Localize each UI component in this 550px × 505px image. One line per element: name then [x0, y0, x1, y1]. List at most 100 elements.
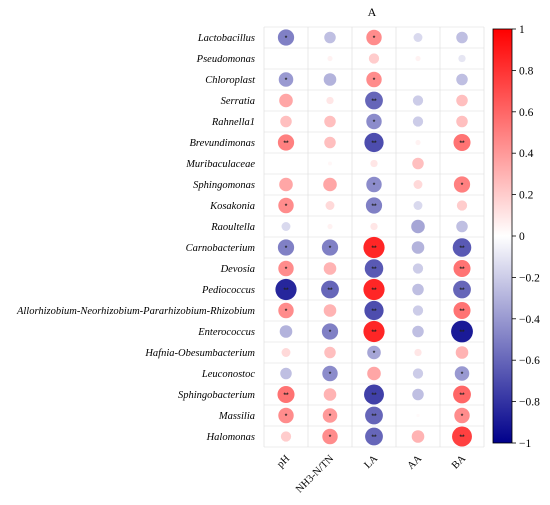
correlation-dot [412, 388, 424, 401]
correlation-dot [278, 197, 294, 214]
correlation-dot [323, 73, 337, 86]
correlation-dot [454, 366, 470, 381]
correlation-dot [364, 300, 384, 321]
significance-mark: * [285, 203, 288, 210]
row-labels: Lactobacillus Pseudomonas Chloroplast Serra… [16, 33, 256, 443]
correlation-dot [364, 384, 384, 405]
correlation-dot [322, 408, 338, 423]
correlation-dot [323, 388, 337, 401]
correlation-dot [278, 407, 294, 424]
significance-mark: * [373, 35, 376, 42]
row-label: Leuconostoc [201, 369, 255, 380]
correlation-dot [416, 413, 420, 418]
colorbar-tick-label: −1 [519, 438, 531, 450]
correlation-dot [415, 139, 421, 146]
correlation-dot [323, 304, 337, 317]
correlation-dot [453, 280, 471, 299]
correlation-dot [412, 305, 424, 316]
correlation-dot [327, 55, 333, 62]
correlation-dot [456, 200, 468, 211]
correlation-dot [324, 136, 336, 149]
significance-mark: ** [371, 392, 377, 399]
correlation-dot [284, 57, 288, 60]
significance-mark: * [461, 371, 464, 378]
column-label: AA [406, 453, 425, 472]
colorbar-tick-label: −0.8 [519, 397, 540, 409]
significance-mark: ** [371, 287, 377, 294]
correlation-dot [412, 157, 424, 170]
correlation-dot [277, 239, 295, 256]
row-label: Pediococcus [201, 285, 255, 296]
significance-mark: ** [459, 434, 465, 441]
significance-mark: ** [459, 245, 465, 252]
significance-mark: * [373, 182, 376, 189]
row-label: Kosakonia [209, 201, 255, 212]
correlation-dot [411, 241, 425, 254]
column-labels: pH NH3-N/TN LA AA BA [275, 453, 468, 495]
chart-title: A [368, 5, 377, 19]
correlation-dot [278, 302, 294, 319]
correlation-dot [323, 177, 337, 192]
correlation-dot [365, 197, 383, 214]
correlation-dot [277, 385, 295, 404]
correlation-dot [275, 278, 297, 301]
correlation-dot [281, 348, 291, 357]
correlation-dot [412, 263, 424, 274]
correlation-dot [279, 177, 293, 192]
correlation-dot [367, 345, 381, 360]
correlation-dot [414, 348, 422, 357]
correlation-dot [365, 91, 383, 110]
colorbar-gradient [492, 28, 513, 444]
correlation-dot [451, 320, 473, 343]
correlation-dot [411, 219, 425, 234]
correlation-dot [325, 201, 335, 210]
significance-mark: * [285, 77, 288, 84]
colorbar-tick-label: 0.8 [519, 65, 534, 77]
colorbar-tick-label: −0.6 [519, 355, 540, 367]
significance-mark: ** [371, 434, 377, 441]
row-label: Massilia [218, 411, 255, 422]
correlation-dot [280, 367, 292, 380]
significance-mark: ** [327, 287, 333, 294]
significance-mark: ** [371, 266, 377, 273]
significance-mark: * [285, 266, 288, 273]
significance-mark: * [373, 350, 376, 357]
correlation-dot [413, 180, 423, 189]
correlation-dot [322, 428, 338, 445]
row-label: Sphingomonas [193, 180, 255, 191]
column-label: NH3-N/TN [294, 453, 336, 495]
correlation-dot [363, 278, 385, 301]
correlation-dot [413, 33, 423, 42]
significance-mark: ** [371, 245, 377, 252]
significance-mark: ** [283, 392, 289, 399]
column-label: BA [450, 453, 468, 471]
significance-mark: ** [371, 308, 377, 315]
correlation-dot [364, 132, 384, 153]
significance-mark: * [461, 413, 464, 420]
significance-mark: ** [459, 329, 465, 336]
correlation-dot [367, 366, 381, 381]
significance-mark: * [285, 35, 288, 42]
correlation-dot [279, 93, 293, 108]
row-label: Allorhizobium-Neorhizobium-Pararhizobium… [16, 306, 255, 317]
significance-mark: ** [371, 329, 377, 336]
correlation-dot [412, 283, 424, 296]
correlation-dot [370, 159, 378, 168]
correlation-dot [281, 222, 291, 231]
correlation-dot [452, 238, 472, 257]
correlation-dot [364, 259, 384, 278]
correlation-dot [324, 346, 336, 359]
correlation-dot [278, 72, 294, 87]
correlation-dot [363, 320, 385, 343]
correlation-dot [411, 430, 425, 443]
correlation-dot [323, 262, 337, 275]
significance-mark: * [329, 413, 332, 420]
significance-mark: ** [371, 413, 377, 420]
correlation-dot [324, 31, 336, 44]
significance-mark: * [329, 329, 332, 336]
correlation-dot [327, 223, 333, 230]
significance-mark: * [285, 245, 288, 252]
correlation-dot [365, 427, 383, 446]
correlation-dot [460, 162, 464, 165]
